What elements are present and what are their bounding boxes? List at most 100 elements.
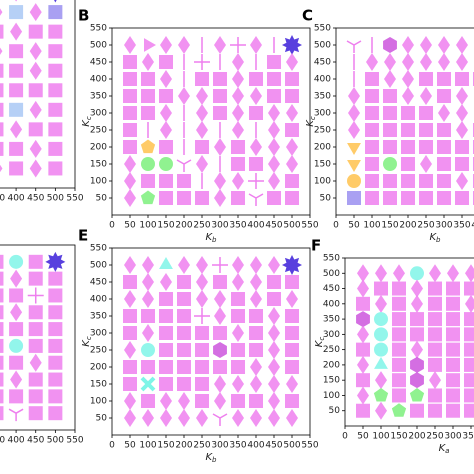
y-tick-label: 300 xyxy=(314,109,331,119)
marker xyxy=(213,89,227,103)
marker xyxy=(177,191,191,205)
marker xyxy=(213,275,227,289)
marker xyxy=(286,155,298,173)
marker xyxy=(286,104,298,122)
marker xyxy=(214,290,226,308)
marker xyxy=(0,164,3,173)
y-tick-label: 50 xyxy=(96,194,108,204)
x-tick-label: 0 xyxy=(109,221,115,231)
marker xyxy=(347,191,361,205)
marker xyxy=(250,87,262,105)
marker xyxy=(410,327,424,342)
marker xyxy=(123,140,137,154)
marker xyxy=(401,157,415,171)
marker xyxy=(250,409,262,427)
marker xyxy=(176,159,192,172)
marker xyxy=(267,89,281,103)
y-tick-label: 300 xyxy=(90,329,107,339)
x-tick-label: 150 xyxy=(157,221,174,231)
x-tick-label: 350 xyxy=(462,432,474,442)
marker xyxy=(231,309,245,323)
x-tick-label: 550 xyxy=(66,436,83,446)
marker xyxy=(123,377,137,391)
marker xyxy=(374,312,388,327)
x-tick-label: 300 xyxy=(211,441,228,451)
marker xyxy=(0,305,4,320)
marker xyxy=(28,406,43,421)
marker xyxy=(48,271,63,286)
marker xyxy=(383,106,397,120)
x-tick-label: 200 xyxy=(175,221,192,231)
marker xyxy=(123,326,137,340)
marker xyxy=(230,37,246,53)
marker xyxy=(232,273,244,291)
y-tick-label: 200 xyxy=(90,143,107,153)
marker xyxy=(384,70,396,88)
marker xyxy=(0,271,4,286)
marker xyxy=(437,89,451,103)
y-tick-label: 200 xyxy=(323,360,340,370)
y-tick-label: 500 xyxy=(90,261,107,271)
marker xyxy=(346,40,362,53)
marker xyxy=(446,403,460,418)
panel-label: F xyxy=(311,237,321,255)
marker xyxy=(28,322,43,337)
marker xyxy=(48,161,63,176)
x-tick-label: 350 xyxy=(0,194,5,204)
marker xyxy=(141,72,155,86)
marker xyxy=(48,406,63,421)
marker xyxy=(231,394,245,408)
marker xyxy=(365,157,379,171)
y-tick-label: 400 xyxy=(314,75,331,85)
marker xyxy=(194,308,210,324)
y-tick-label: 550 xyxy=(323,254,340,264)
marker xyxy=(392,342,406,357)
marker xyxy=(123,360,137,374)
marker xyxy=(177,360,191,374)
marker xyxy=(160,121,172,139)
marker xyxy=(0,254,4,269)
marker xyxy=(374,281,388,296)
marker xyxy=(196,256,208,274)
x-tick-label: 100 xyxy=(372,432,389,442)
y-tick-label: 500 xyxy=(90,41,107,51)
marker xyxy=(268,409,280,427)
marker xyxy=(45,251,66,272)
marker xyxy=(0,102,4,117)
marker xyxy=(250,36,262,54)
marker xyxy=(177,326,191,340)
marker xyxy=(195,140,209,154)
marker xyxy=(213,106,227,120)
marker xyxy=(465,264,474,283)
marker xyxy=(28,122,43,137)
marker xyxy=(0,322,4,337)
marker xyxy=(438,36,450,54)
marker xyxy=(9,102,24,117)
marker xyxy=(456,36,468,54)
marker xyxy=(456,87,468,105)
marker xyxy=(231,292,245,306)
y-tick-label: 450 xyxy=(323,284,340,294)
x-tick-label: 350 xyxy=(0,436,5,446)
marker xyxy=(410,312,424,327)
panel-label: C xyxy=(302,7,313,25)
marker xyxy=(437,157,451,171)
marker xyxy=(123,55,137,69)
marker xyxy=(29,353,42,372)
marker xyxy=(10,22,23,41)
marker xyxy=(446,357,460,372)
marker xyxy=(177,174,191,188)
x-tick-label: 50 xyxy=(124,441,136,451)
marker xyxy=(464,327,474,342)
marker xyxy=(178,256,190,274)
marker xyxy=(392,281,406,296)
y-tick-label: 250 xyxy=(90,346,107,356)
marker xyxy=(420,87,432,105)
marker xyxy=(140,376,156,392)
marker xyxy=(29,61,42,80)
marker xyxy=(357,325,369,344)
marker xyxy=(464,403,474,418)
marker xyxy=(0,83,4,98)
